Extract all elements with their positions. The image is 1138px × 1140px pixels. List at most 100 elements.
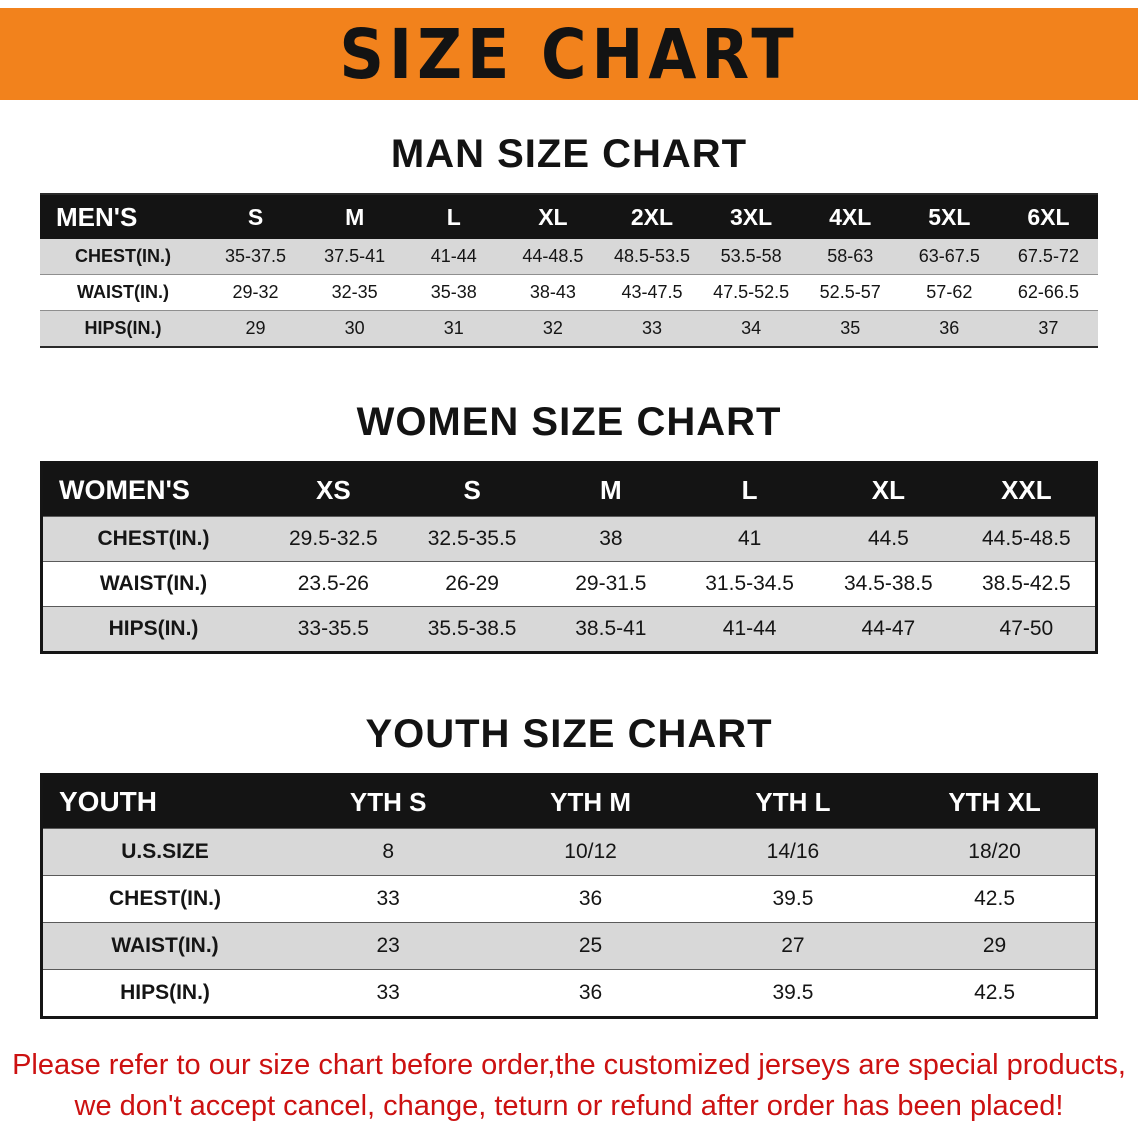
size-value-cell: 36 xyxy=(578,887,603,910)
row-label: CHEST(IN.) xyxy=(75,246,171,266)
size-value-cell: 44-48.5 xyxy=(522,246,584,266)
size-value-cell: 31.5-34.5 xyxy=(705,572,794,595)
table-row: HIPS(IN.) 29 30 31 32 33 34 35 36 37 xyxy=(40,310,1098,347)
size-value-cell: 44.5-48.5 xyxy=(982,527,1071,550)
size-value-cell: 38.5-42.5 xyxy=(982,572,1071,595)
size-value-cell: 31 xyxy=(443,318,464,338)
size-column-header: M xyxy=(305,194,405,239)
size-column-header: YTH S xyxy=(287,774,490,829)
size-value-cell: 32-35 xyxy=(331,282,378,302)
disclaimer: Please refer to our size chart before or… xyxy=(0,1045,1138,1126)
title-banner: SIZE CHART xyxy=(0,8,1138,100)
size-value-cell: 53.5-58 xyxy=(720,246,782,266)
size-column-header: M xyxy=(541,462,681,517)
mens-table-title: MEN'S xyxy=(40,194,206,239)
row-label: HIPS(IN.) xyxy=(120,981,210,1004)
size-value-cell: 35-37.5 xyxy=(225,246,287,266)
size-value-cell: 33 xyxy=(376,981,400,1004)
size-column-header: S xyxy=(206,194,306,239)
size-column-header: L xyxy=(404,194,504,239)
size-value-cell: 67.5-72 xyxy=(1017,246,1079,266)
size-column-header: YTH M xyxy=(489,774,692,829)
table-row: U.S.SIZE 8 10/12 14/16 18/20 xyxy=(41,828,1097,876)
size-value-cell: 42.5 xyxy=(974,981,1015,1004)
row-label: WAIST(IN.) xyxy=(99,572,208,595)
size-value-cell: 32 xyxy=(542,318,563,338)
size-value-cell: 63-67.5 xyxy=(918,246,980,266)
womens-header-row: WOMEN'S XS S M L XL XXL xyxy=(41,462,1097,517)
table-row: WAIST(IN.) 23.5-26 26-29 29-31.5 31.5-34.5 34… xyxy=(41,561,1097,607)
size-column-header: XL xyxy=(503,194,603,239)
size-value-cell: 48.5-53.5 xyxy=(613,246,691,266)
size-value-cell: 29.5-32.5 xyxy=(289,527,378,550)
size-value-cell: 32.5-35.5 xyxy=(427,527,517,550)
womens-table: WOMEN'S XS S M L XL XXL CHEST(IN.) 29.5-32.5 32.5… xyxy=(40,461,1098,654)
size-column-header: XS xyxy=(264,462,403,517)
size-value-cell: 35 xyxy=(840,318,861,338)
row-label: WAIST(IN.) xyxy=(77,282,169,302)
size-value-cell: 38.5-41 xyxy=(575,617,647,640)
size-column-header: 3XL xyxy=(701,194,801,239)
size-column-header: L xyxy=(680,462,819,517)
size-column-header: YTH XL xyxy=(894,774,1097,829)
size-value-cell: 36 xyxy=(939,318,960,338)
size-value-cell: 14/16 xyxy=(766,840,820,863)
disclaimer-line-1: Please refer to our size chart before or… xyxy=(12,1049,1126,1081)
size-value-cell: 10/12 xyxy=(564,840,617,863)
size-column-header: YTH L xyxy=(691,774,895,829)
size-column-header: XXL xyxy=(957,462,1097,517)
row-label: CHEST(IN.) xyxy=(97,527,210,550)
row-label: CHEST(IN.) xyxy=(109,887,221,910)
table-row: WAIST(IN.) 29-32 32-35 35-38 38-43 43-47.5 47.… xyxy=(40,275,1098,311)
size-value-cell: 41-44 xyxy=(722,617,777,640)
size-column-header: S xyxy=(402,462,542,517)
youth-table: YOUTH YTH S YTH M YTH L YTH XL U.S.SIZE 8 10/12… xyxy=(40,773,1098,1019)
size-value-cell: 41 xyxy=(737,527,762,550)
size-value-cell: 44-47 xyxy=(861,617,916,640)
size-value-cell: 37 xyxy=(1038,318,1059,338)
table-row: CHEST(IN.) 35-37.5 37.5-41 41-44 44-48.5 48.5… xyxy=(40,239,1098,275)
size-value-cell: 34 xyxy=(741,318,762,338)
row-label: U.S.SIZE xyxy=(121,840,209,863)
size-value-cell: 29-31.5 xyxy=(575,572,647,595)
table-row: WAIST(IN.) 23 25 27 29 xyxy=(41,922,1097,970)
size-value-cell: 35.5-38.5 xyxy=(427,617,517,640)
size-value-cell: 29 xyxy=(245,318,266,338)
mens-section: MAN SIZE CHART MEN'S S M L XL 2XL 3XL 4XL 5XL 6XL C… xyxy=(0,132,1138,348)
size-column-header: XL xyxy=(819,462,958,517)
size-value-cell: 23 xyxy=(376,934,400,957)
size-value-cell: 8 xyxy=(382,840,395,863)
size-value-cell: 25 xyxy=(578,934,603,957)
mens-header-row: MEN'S S M L XL 2XL 3XL 4XL 5XL 6XL xyxy=(40,194,1098,239)
size-value-cell: 30 xyxy=(344,318,365,338)
row-label: WAIST(IN.) xyxy=(111,934,219,957)
size-value-cell: 23.5-26 xyxy=(297,572,369,595)
table-row: CHEST(IN.) 33 36 39.5 42.5 xyxy=(41,875,1097,923)
mens-table: MEN'S S M L XL 2XL 3XL 4XL 5XL 6XL CHEST(IN.) 35-37… xyxy=(40,193,1098,348)
womens-heading: WOMEN SIZE CHART xyxy=(356,400,782,444)
size-column-header: 4XL xyxy=(800,194,900,239)
size-chart-page: SIZE CHART MAN SIZE CHART MEN'S S M L XL 2XL 3X… xyxy=(0,8,1138,1140)
size-value-cell: 44.5 xyxy=(867,527,909,550)
size-column-header: 5XL xyxy=(899,194,999,239)
womens-table-title: WOMEN'S xyxy=(41,462,264,517)
disclaimer-line-2: we don't accept cancel, change, teturn o… xyxy=(74,1089,1064,1122)
size-value-cell: 47.5-52.5 xyxy=(713,282,790,302)
size-value-cell: 38-43 xyxy=(529,282,576,302)
youth-heading: YOUTH SIZE CHART xyxy=(365,712,773,756)
table-row: CHEST(IN.) 29.5-32.5 32.5-35.5 38 41 44.5 44.5… xyxy=(41,516,1097,562)
womens-section: WOMEN SIZE CHART WOMEN'S XS S M L XL XXL CHEST(I… xyxy=(0,400,1138,654)
row-label: HIPS(IN.) xyxy=(108,617,199,640)
size-value-cell: 37.5-41 xyxy=(324,246,386,266)
size-value-cell: 62-66.5 xyxy=(1017,282,1079,302)
table-row: HIPS(IN.) 33-35.5 35.5-38.5 38.5-41 41-44 44-… xyxy=(41,606,1097,653)
size-value-cell: 38 xyxy=(599,527,623,550)
size-value-cell: 18/20 xyxy=(968,840,1021,863)
size-value-cell: 41-44 xyxy=(430,246,477,266)
size-value-cell: 34.5-38.5 xyxy=(844,572,933,595)
row-label: HIPS(IN.) xyxy=(84,318,162,338)
size-value-cell: 39.5 xyxy=(772,981,814,1004)
size-value-cell: 57-62 xyxy=(926,282,973,302)
size-value-cell: 43-47.5 xyxy=(621,282,683,302)
size-chart-sections: MAN SIZE CHART MEN'S S M L XL 2XL 3XL 4XL 5XL 6XL C… xyxy=(0,132,1138,1019)
